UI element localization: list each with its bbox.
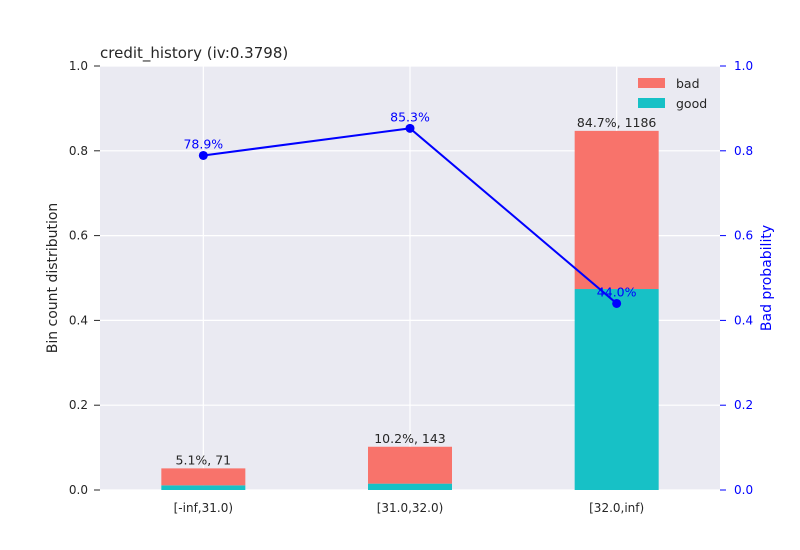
y-tick-label: 0.8 — [69, 144, 88, 158]
line-point — [612, 298, 622, 308]
line-point-label: 44.0% — [597, 284, 637, 299]
y-axis-label: Bin count distribution — [45, 203, 61, 354]
x-tick-label: [32.0,inf) — [589, 501, 644, 515]
line-point-label: 85.3% — [390, 109, 430, 124]
y-right-tick-label: 0.2 — [734, 398, 753, 412]
bar-label: 10.2%, 143 — [374, 431, 446, 446]
line-point — [405, 123, 415, 133]
y-tick-label: 0.0 — [69, 483, 88, 497]
legend-swatch-bad — [638, 78, 665, 88]
y-tick-label: 0.6 — [69, 229, 88, 243]
legend-label-good: good — [676, 96, 707, 111]
axes: 0.0 0.0 0.2 0.2 0.4 0.4 0.6 0.6 0.8 0.8 1.0 1.0 [-in… — [69, 59, 753, 515]
bar-good — [368, 483, 452, 490]
legend-label-bad: bad — [676, 76, 700, 91]
legend: bad good — [638, 76, 707, 111]
y-tick-label: 0.4 — [69, 313, 88, 327]
bar-bad — [368, 446, 452, 484]
bar-labels: 5.1%, 71 10.2%, 143 84.7%, 1186 — [176, 115, 657, 468]
bar-bad — [574, 130, 659, 290]
bar-bad — [161, 468, 246, 486]
line-point — [198, 150, 208, 160]
chart-title: credit_history (iv:0.3798) — [100, 44, 288, 63]
y-right-tick-label: 1.0 — [734, 59, 753, 73]
bar-good — [161, 485, 246, 490]
bars — [161, 130, 659, 490]
y-tick-label: 0.2 — [69, 398, 88, 412]
bad-probability-line: 78.9% 85.3% 44.0% — [183, 109, 637, 308]
bar-label: 84.7%, 1186 — [577, 115, 657, 130]
y-right-tick-label: 0.0 — [734, 483, 753, 497]
y-right-tick-label: 0.4 — [734, 313, 753, 327]
bar-good — [574, 289, 659, 490]
legend-swatch-good — [638, 98, 665, 108]
line-point-label: 78.9% — [183, 136, 223, 151]
bar-label: 5.1%, 71 — [176, 452, 232, 467]
y-axis-label-right: Bad probability — [759, 225, 775, 331]
x-tick-label: [31.0,32.0) — [377, 501, 444, 515]
y-right-tick-label: 0.8 — [734, 144, 753, 158]
y-right-tick-label: 0.6 — [734, 229, 753, 243]
x-tick-label: [-inf,31.0) — [174, 501, 233, 515]
y-tick-label: 1.0 — [69, 59, 88, 73]
